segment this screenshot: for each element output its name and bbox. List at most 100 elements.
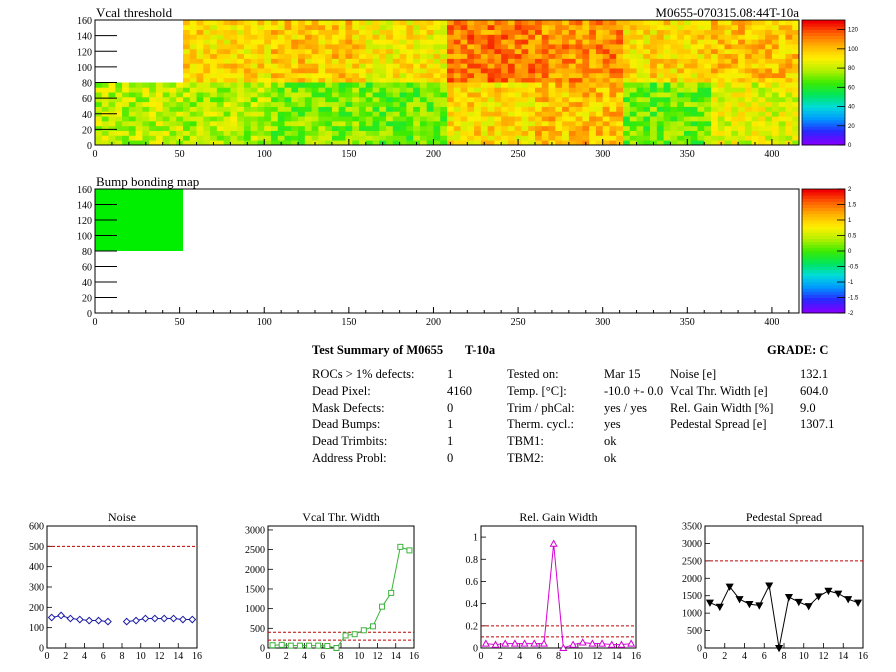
pixel-block — [243, 53, 252, 59]
pixel-block — [196, 29, 204, 35]
pixel-block — [670, 116, 678, 122]
pixel-block — [338, 34, 346, 40]
pixel-block — [311, 106, 319, 112]
pixel-block — [426, 111, 434, 117]
pixel-block — [372, 125, 380, 131]
pixel-block — [602, 111, 610, 117]
pixel-block — [629, 101, 637, 107]
data-point — [814, 593, 823, 601]
pixel-block — [460, 125, 468, 131]
pixel-block — [521, 130, 529, 136]
pixel-block — [623, 125, 631, 131]
pixel-block — [101, 140, 109, 146]
pixel-block — [690, 106, 698, 112]
pixel-block — [771, 34, 780, 40]
pixel-block — [670, 92, 678, 98]
pixel-block — [419, 111, 428, 117]
pixel-block — [419, 101, 428, 107]
colorbar-segment — [802, 204, 845, 208]
pixel-block — [271, 140, 279, 146]
pixel-block — [440, 77, 448, 83]
pixel-block — [128, 125, 137, 131]
pixel-block — [318, 58, 326, 64]
pixel-block — [771, 48, 780, 55]
pixel-block — [101, 82, 109, 88]
pixel-block — [562, 77, 570, 83]
pixel-block — [271, 20, 279, 26]
pixel-block — [365, 106, 373, 112]
pixel-block — [271, 82, 279, 88]
pixel-block — [595, 48, 604, 55]
pixel-block — [487, 44, 495, 50]
pixel-block — [731, 58, 739, 64]
x-tick-label: 12 — [373, 651, 383, 662]
pixel-block — [629, 44, 637, 50]
pixel-block — [433, 116, 441, 122]
pixel-block — [379, 82, 387, 88]
data-point — [481, 639, 490, 647]
pixel-block — [623, 120, 631, 127]
pixel-block — [447, 106, 455, 112]
colorbar-segment — [802, 306, 845, 311]
pixel-block — [778, 72, 786, 79]
summary-label: TBM2: — [507, 451, 544, 465]
pixel-block — [717, 63, 725, 69]
data-point — [406, 547, 413, 554]
pixel-block — [440, 92, 448, 98]
pixel-block — [717, 106, 725, 112]
y-tick-label: 400 — [29, 562, 44, 573]
pixel-block — [602, 20, 610, 26]
pixel-block — [507, 63, 516, 69]
pixel-block — [480, 92, 489, 98]
data-point — [794, 598, 803, 607]
pixel-block — [758, 53, 766, 59]
pixel-block — [589, 77, 597, 83]
pixel-block — [643, 111, 651, 117]
pixel-block — [291, 20, 299, 26]
pixel-block — [318, 106, 326, 112]
pixel-block — [575, 63, 583, 69]
pixel-block — [291, 96, 299, 103]
data-point — [269, 642, 276, 649]
pixel-block — [562, 140, 570, 146]
pixel-block — [386, 96, 394, 103]
pixel-block — [582, 111, 590, 117]
pixel-block — [602, 77, 610, 83]
pixel-block — [704, 87, 712, 93]
y-tick-label: 160 — [77, 185, 92, 196]
pixel-block — [609, 58, 617, 64]
pixel-block — [284, 48, 292, 55]
pixel-block — [521, 20, 529, 26]
pixel-block — [650, 29, 658, 35]
pixel-block — [487, 82, 495, 88]
pixel-block — [359, 77, 367, 83]
pixel-block — [95, 135, 103, 141]
pixel-block — [521, 106, 529, 112]
pixel-block — [582, 101, 590, 107]
pixel-block — [656, 63, 665, 69]
data-point — [315, 642, 322, 649]
pixel-block — [331, 44, 340, 50]
pixel-block — [271, 101, 279, 107]
pixel-block — [609, 101, 617, 107]
pixel-block — [189, 77, 197, 83]
pixel-block — [271, 72, 279, 79]
pixel-block — [541, 140, 549, 146]
pixel-block — [440, 87, 448, 93]
pixel-block — [216, 72, 225, 79]
pixel-block — [325, 130, 333, 136]
pixel-block — [582, 20, 590, 26]
pixel-block — [237, 106, 245, 112]
pixel-block — [589, 20, 597, 26]
pixel-block — [568, 82, 577, 88]
pixel-block — [250, 101, 258, 107]
pixel-block — [379, 101, 387, 107]
pixel-block — [460, 135, 468, 141]
pixel-block — [345, 125, 353, 131]
pixel-block — [264, 92, 272, 98]
pixel-block — [230, 92, 238, 98]
pixel-block — [216, 116, 225, 122]
pixel-block — [426, 72, 434, 79]
y-tick-label: 1500 — [682, 591, 702, 602]
